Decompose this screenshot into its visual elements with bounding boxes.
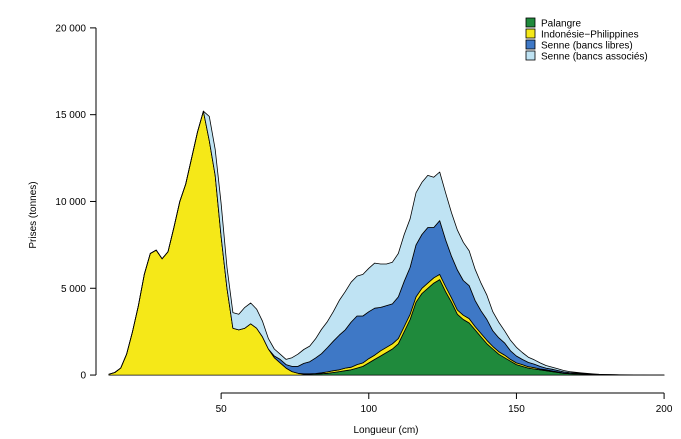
stacked-areas xyxy=(108,110,665,376)
legend-label: Palangre xyxy=(541,19,581,30)
legend-label: Senne (bancs libres) xyxy=(541,41,633,52)
legend-swatch xyxy=(525,17,536,28)
legend-label: Senne (bancs associés) xyxy=(541,52,648,63)
y-tick-label: 15 000 xyxy=(55,110,86,121)
x-axis-title: Longueur (cm) xyxy=(353,425,418,436)
y-ticks: 0 5 000 10 000 15 000 20 000 xyxy=(55,23,96,382)
x-ticks: 50 100 150 200 xyxy=(216,393,673,415)
y-tick-label: 0 xyxy=(80,371,86,382)
x-tick-label: 200 xyxy=(656,404,673,415)
legend-label: Indonésie−Philippines xyxy=(541,30,639,41)
area-series-3 xyxy=(108,110,665,376)
x-tick-label: 150 xyxy=(508,404,525,415)
y-tick-label: 5 000 xyxy=(61,284,86,295)
y-axis-title: Prises (tonnes) xyxy=(28,181,39,248)
legend-swatch xyxy=(525,28,536,39)
axes: 0 5 000 10 000 15 000 20 000 50 100 150 200 xyxy=(55,23,672,415)
x-tick-label: 50 xyxy=(216,404,228,415)
y-tick-label: 20 000 xyxy=(55,23,86,34)
y-tick-label: 10 000 xyxy=(55,197,86,208)
x-tick-label: 100 xyxy=(360,404,377,415)
legend-swatch xyxy=(525,39,536,50)
legend-swatch xyxy=(525,50,536,61)
